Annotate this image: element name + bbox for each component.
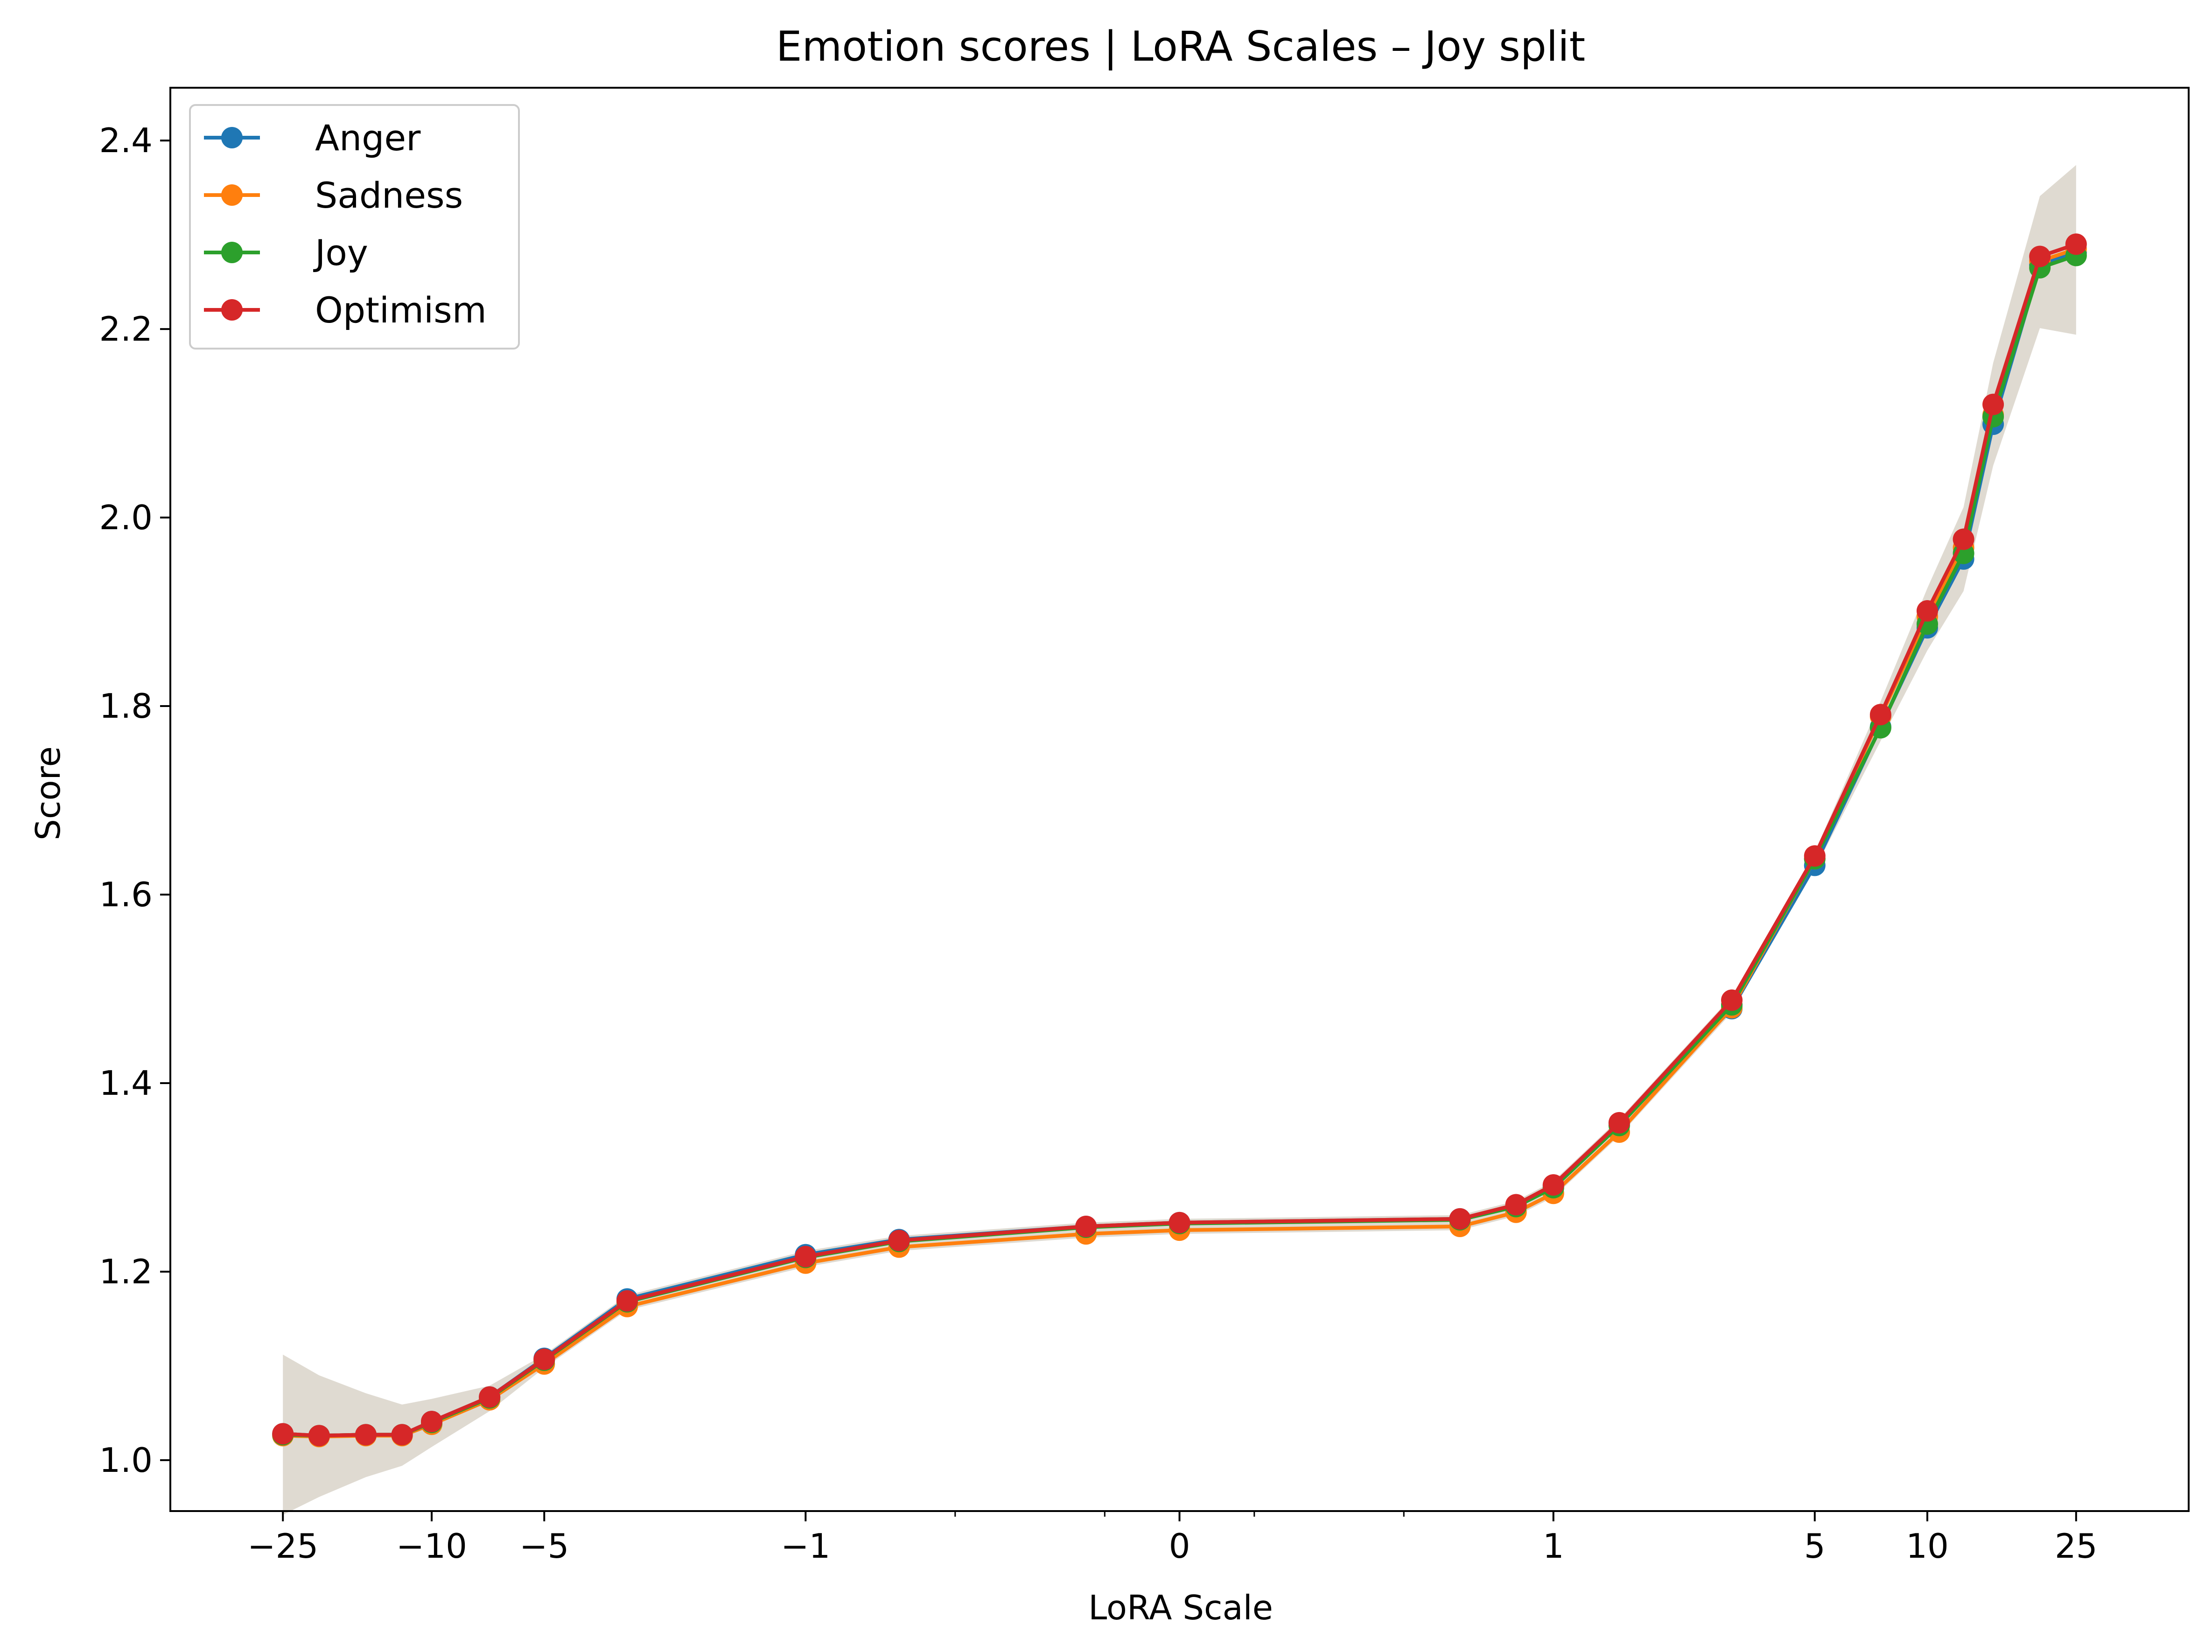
data-point-optimism	[1804, 845, 1826, 867]
data-point-optimism	[1916, 600, 1938, 622]
legend-label-optimism: Optimism	[315, 289, 487, 331]
legend-marker-anger	[221, 127, 243, 148]
y-axis-label: Score	[28, 746, 68, 840]
series-line-anger	[282, 251, 2077, 1438]
data-point-optimism	[795, 1246, 817, 1267]
x-tick-label: −10	[396, 1526, 467, 1566]
legend-marker-joy	[221, 242, 243, 263]
y-tick-label: 2.4	[99, 121, 153, 160]
data-point-optimism	[1169, 1211, 1190, 1233]
chart-title: Emotion scores | LoRA Scales – Joy split	[776, 22, 1585, 71]
data-point-optimism	[616, 1290, 638, 1312]
axes: −25 −10 −5 −1 0 1 5 10 251.01.21.41.61.82.02.22.…	[99, 87, 2190, 1566]
data-point-optimism	[355, 1424, 377, 1446]
y-tick-label: 1.0	[99, 1441, 153, 1480]
x-axis-label: LoRA Scale	[1088, 1588, 1273, 1627]
data-point-optimism	[1542, 1174, 1564, 1196]
legend-box	[189, 104, 520, 350]
data-point-optimism	[308, 1425, 330, 1447]
x-tick-label: −5	[519, 1526, 569, 1566]
data-point-optimism	[1953, 528, 1974, 550]
data-point-optimism	[479, 1386, 501, 1408]
legend-marker-sadness	[221, 184, 243, 206]
legend-marker-optimism	[221, 299, 243, 321]
x-tick-label: 1	[1543, 1526, 1564, 1566]
data-point-optimism	[1982, 393, 2004, 415]
y-tick-label: 2.0	[99, 498, 153, 537]
data-point-optimism	[1608, 1112, 1630, 1134]
data-point-optimism	[1721, 989, 1743, 1011]
x-tick-label: 25	[2055, 1526, 2098, 1566]
data-point-optimism	[888, 1230, 910, 1252]
y-tick-label: 1.6	[99, 875, 153, 914]
x-tick-label: −25	[247, 1526, 318, 1566]
x-tick-label: 5	[1804, 1526, 1826, 1566]
y-tick-label: 1.4	[99, 1064, 153, 1103]
x-tick-label: 0	[1169, 1526, 1190, 1566]
series-line-joy	[283, 253, 2077, 1438]
data-point-optimism	[533, 1348, 555, 1370]
data-point-optimism	[1505, 1194, 1527, 1216]
data-point-optimism	[421, 1411, 443, 1433]
confidence-band	[283, 165, 2076, 1515]
series-line-optimism	[282, 242, 2077, 1438]
x-tick-label: 10	[1906, 1526, 1949, 1566]
data-point-optimism	[1869, 704, 1891, 726]
data-point-optimism	[391, 1424, 413, 1446]
legend-label-joy: Joy	[313, 232, 368, 273]
y-tick-label: 1.8	[99, 686, 153, 726]
data-point-optimism	[2065, 233, 2087, 255]
x-tick-label: −1	[781, 1526, 830, 1566]
legend: Anger Sadness Joy Optimism	[189, 104, 520, 350]
data-point-optimism	[1075, 1216, 1097, 1237]
y-tick-label: 2.2	[99, 309, 153, 349]
series-line-sadness	[283, 247, 2077, 1439]
plot-area	[272, 165, 2087, 1515]
legend-label-sadness: Sadness	[315, 175, 463, 216]
data-point-optimism	[2029, 245, 2051, 267]
y-tick-label: 1.2	[99, 1252, 153, 1291]
legend-label-anger: Anger	[315, 117, 421, 159]
data-point-optimism	[272, 1423, 294, 1445]
data-point-optimism	[1449, 1208, 1471, 1230]
